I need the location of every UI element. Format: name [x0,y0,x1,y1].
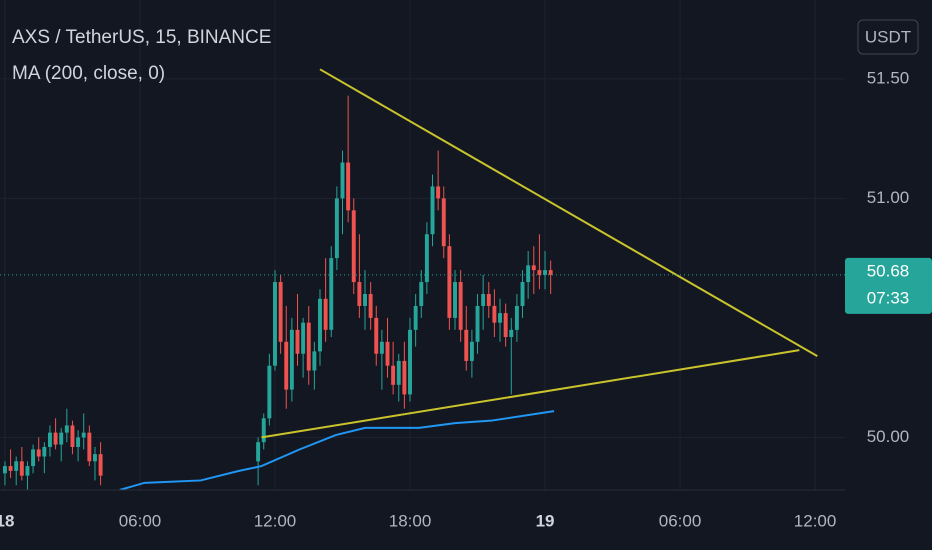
candle-body [441,198,446,247]
candle-body [537,270,542,275]
candle-body [548,270,553,275]
candle-body [261,418,266,443]
candle-body [76,437,81,447]
y-tick-label: 51.50 [867,68,910,87]
candle-body [419,282,424,306]
candle-body [481,294,486,306]
candle-body [503,313,508,338]
candle-body [47,432,52,447]
currency-button[interactable] [857,19,919,55]
candle-body [334,198,339,259]
candle-body [363,294,367,306]
candle-body [284,341,289,390]
candle-body [424,234,429,283]
candle-body [486,294,491,306]
candle-body [59,432,64,445]
trendline [319,68,818,358]
countdown-label: 07:33 [867,288,910,307]
candle-body [520,282,525,306]
candle-body [447,246,452,318]
candle-body [379,341,384,354]
candle-body [8,466,13,471]
candle-body [374,317,379,354]
candle-body [31,449,36,467]
candle-body [351,210,356,283]
candle-body [323,298,328,330]
y-tick-label: 51.00 [867,188,910,207]
candle-body [368,294,373,318]
candle-body [357,282,362,306]
candle-body [408,329,412,395]
x-tick-label: 06:00 [119,511,162,530]
candle-body [289,329,294,390]
x-tick-label: 18:00 [389,511,432,530]
candle-body [81,432,86,438]
currency-label[interactable]: USDT [865,27,911,46]
candle-body [318,298,322,352]
candle-body [25,466,30,476]
candle-body [436,186,441,199]
candle-body [453,282,457,318]
x-tick-label: 19 [536,511,555,530]
trendline [261,349,800,439]
candle-body [396,360,401,385]
candle-body [256,442,261,462]
candle-body [526,265,531,283]
x-tick-label: 12:00 [254,511,297,530]
candle-body [340,162,345,199]
candle-body [329,258,334,330]
candle-body [514,305,519,330]
price-label-box [845,257,932,314]
candle-body [430,186,435,235]
candle-body [458,282,463,330]
chart-title: AXS / TetherUS, 15, BINANCE [12,27,271,48]
candle-body [14,461,19,471]
y-tick-label: 50.00 [867,427,910,446]
candle-body [42,446,47,457]
candle-body [70,425,75,447]
candle-body [531,265,536,271]
candle-body [464,329,469,361]
candle-body [98,454,103,476]
candle-body [53,432,58,445]
candle-body [2,466,7,474]
candle-body [469,341,474,361]
candle-body [87,432,92,462]
candle-body [64,425,69,433]
indicator-label: MA (200, close, 0) [12,63,165,84]
price-label: 50.68 [867,261,910,280]
candle-body [492,305,497,323]
x-tick-label: 18 [0,511,14,530]
candle-body [391,365,396,385]
ma-line [119,410,555,490]
candle-body [36,449,41,457]
candle-body [19,461,24,476]
candle-body [301,322,306,354]
candle-body [295,329,300,354]
candle-body [413,305,418,330]
candle-body [475,305,480,342]
candle-body [273,282,277,366]
x-tick-label: 06:00 [659,511,702,530]
candle-body [543,270,547,275]
candle-body [498,313,502,323]
candle-body [312,351,317,371]
candle-body [306,322,311,371]
candle-body [346,162,351,211]
candle-body [385,341,390,366]
x-tick-label: 12:00 [794,511,837,530]
candle-body [92,454,97,462]
candle-body [278,282,283,342]
candle-body [402,360,407,395]
candle-body [267,365,272,419]
candle-body [509,329,514,338]
